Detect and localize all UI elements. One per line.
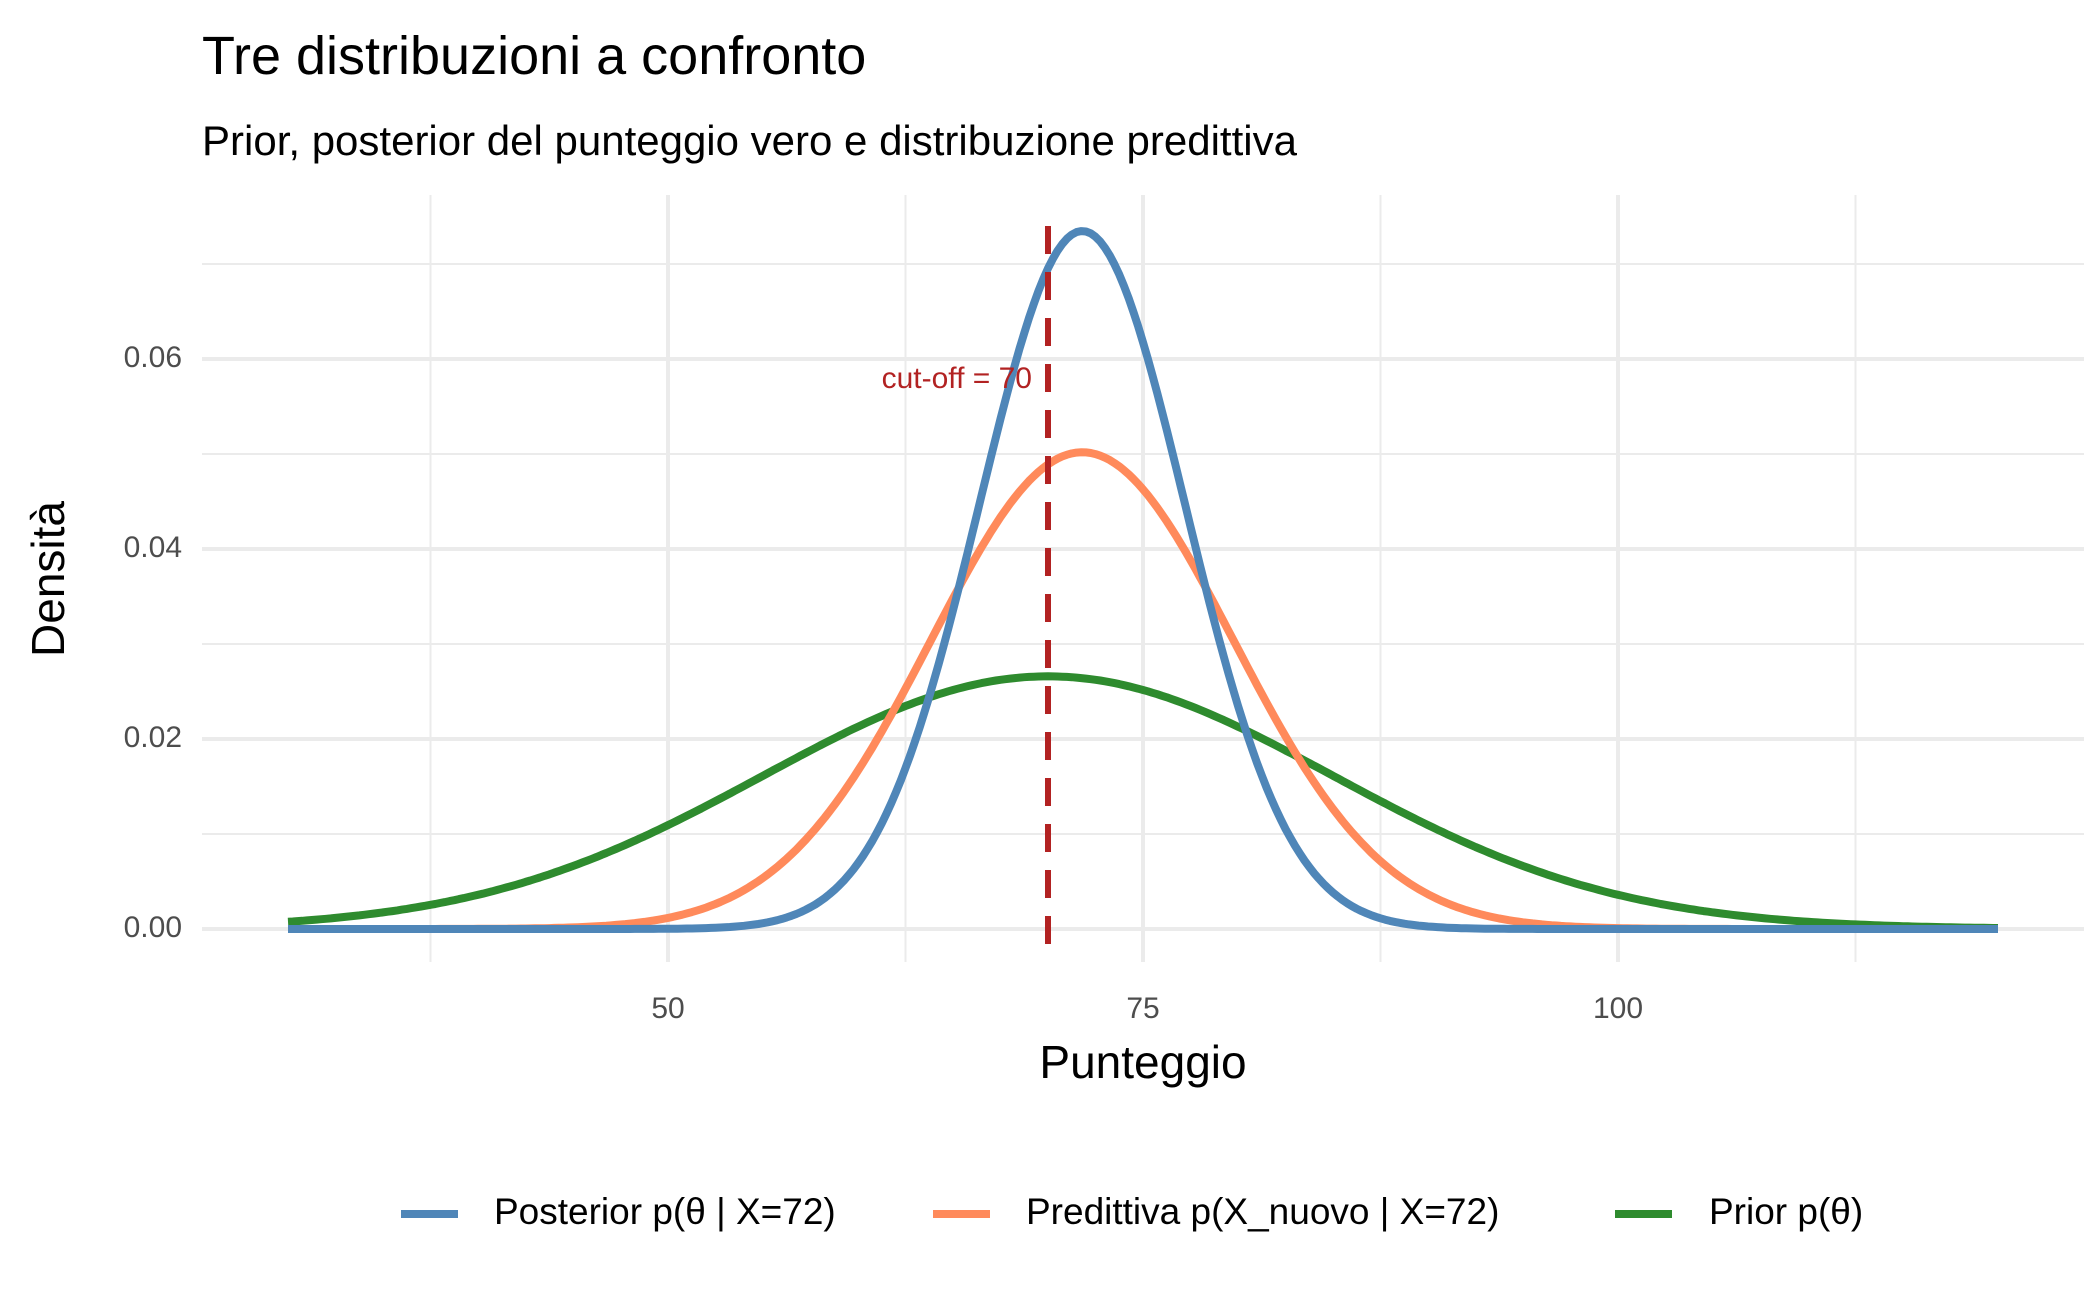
legend: Posterior p(θ | X=72) Predittiva p(X_nuov… — [401, 1191, 1863, 1232]
grid — [202, 195, 2084, 962]
legend-item: Posterior p(θ | X=72) — [401, 1191, 836, 1232]
y-axis-title: Densità — [22, 501, 74, 657]
legend-label: Prior p(θ) — [1709, 1191, 1863, 1232]
cutoff-label: cut-off = 70 — [882, 362, 1032, 395]
x-axis-title: Punteggio — [1039, 1036, 1246, 1088]
legend-label: Predittiva p(X_nuovo | X=72) — [1026, 1191, 1499, 1232]
y-tick-label: 0.06 — [124, 341, 182, 374]
chart-title: Tre distribuzioni a confronto — [202, 26, 866, 86]
x-tick-label: 75 — [1126, 992, 1159, 1025]
x-tick-label: 50 — [651, 992, 684, 1025]
y-tick-label: 0.04 — [124, 531, 182, 564]
chart-subtitle: Prior, posterior del punteggio vero e di… — [202, 117, 1298, 164]
legend-item: Predittiva p(X_nuovo | X=72) — [933, 1191, 1499, 1232]
series-line-posterior — [288, 227, 1998, 933]
x-axis-ticks: 50 75 100 — [651, 992, 1643, 1025]
y-tick-label: 0.00 — [124, 911, 182, 944]
y-axis-ticks: 0.00 0.02 0.04 0.06 — [124, 341, 182, 944]
legend-label: Posterior p(θ | X=72) — [494, 1191, 836, 1232]
x-tick-label: 100 — [1593, 992, 1643, 1025]
legend-item: Prior p(θ) — [1615, 1191, 1863, 1232]
y-tick-label: 0.02 — [124, 721, 182, 754]
series-line-prior — [287, 672, 1998, 932]
series-lines — [287, 227, 1998, 933]
